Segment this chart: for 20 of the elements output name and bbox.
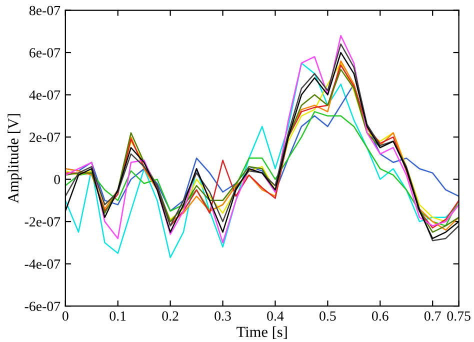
y-tick-label: 0 (54, 174, 60, 184)
y-tick-label: -4e-07 (24, 259, 60, 269)
y-tick-label: 2e-07 (30, 132, 60, 142)
y-tick-label: -6e-07 (24, 302, 60, 312)
y-tick-label: -2e-07 (24, 217, 60, 227)
x-tick-label: 0.5 (320, 311, 336, 321)
y-tick-label: 6e-07 (30, 48, 60, 58)
x-tick-label: 0.2 (162, 311, 178, 321)
x-tick-label: 0 (62, 311, 68, 321)
y-axis-title: Amplitude [V] (8, 114, 22, 204)
y-tick-label: 4e-07 (29, 90, 60, 100)
x-tick-label: 0.4 (267, 311, 284, 321)
x-tick-label: 0.75 (447, 311, 470, 321)
x-tick-label: 0.7 (424, 311, 441, 321)
line-series (65, 111, 459, 226)
x-tick-label: 0.1 (110, 311, 126, 321)
x-tick-label: 0.3 (214, 311, 231, 321)
x-tick-label: 0.6 (372, 311, 388, 321)
x-axis-title: Time [s] (236, 326, 287, 339)
y-tick-label: 8e-07 (29, 6, 60, 16)
